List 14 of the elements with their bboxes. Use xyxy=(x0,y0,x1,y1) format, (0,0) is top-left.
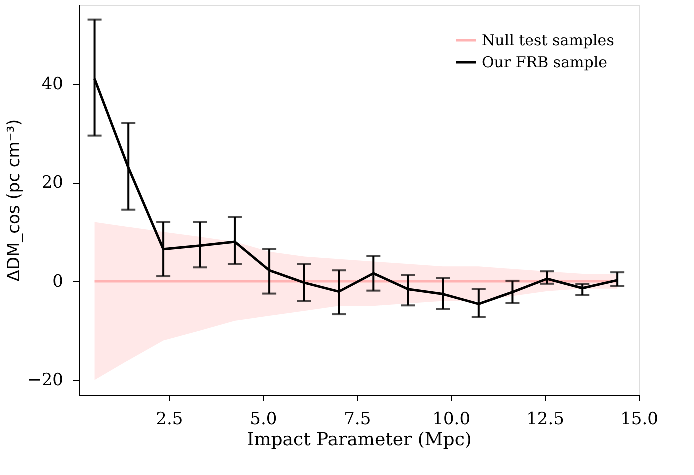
x-tick-label: 10.0 xyxy=(432,410,471,430)
y-tick-label: 40 xyxy=(42,74,64,94)
x-tick-label: 12.5 xyxy=(526,410,564,430)
x-tick-label: 7.5 xyxy=(344,410,372,430)
y-tick-label: 20 xyxy=(42,173,64,194)
x-tick-label: 2.5 xyxy=(156,410,184,430)
x-tick-label: 15.0 xyxy=(620,410,658,430)
y-tick-label: 0 xyxy=(52,272,64,292)
legend-label: Null test samples xyxy=(482,32,614,50)
y-tick-label: −20 xyxy=(28,370,64,391)
y-axis-title: ΔDM_cos (pc cm⁻³) xyxy=(4,119,25,282)
x-axis-title: Impact Parameter (Mpc) xyxy=(247,430,472,450)
x-tick-label: 5.0 xyxy=(250,410,278,430)
legend-label: Our FRB sample xyxy=(482,54,608,72)
